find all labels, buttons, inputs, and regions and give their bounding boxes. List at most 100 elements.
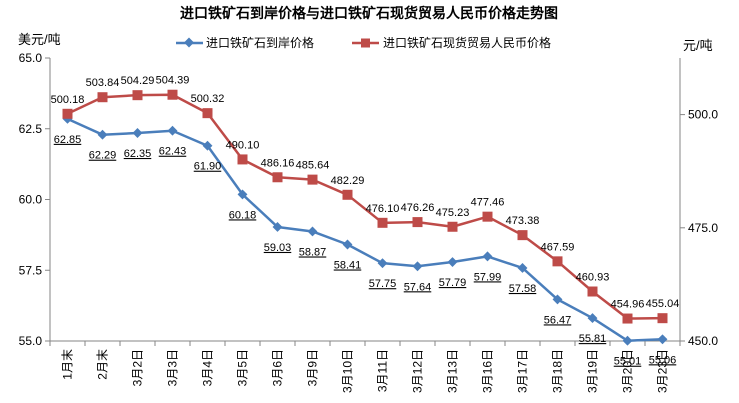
x-axis-ticks: 1月末 2月末 3月2日 3月3日 3月4日 3月5日 3月6日 3月9日 3月10日 3月11日…: [49, 341, 681, 393]
data-label-cif: 59.03: [264, 242, 292, 254]
data-label-cif: 57.58: [509, 283, 537, 295]
left-tick-label: 65.0: [19, 51, 43, 65]
data-label-rmb: 473.38: [506, 215, 540, 227]
x-tick-label: 3月6日: [271, 349, 285, 386]
x-tick-label: 3月13日: [446, 349, 460, 393]
data-label-rmb: 467.59: [541, 241, 575, 253]
x-tick-label: 3月18日: [551, 349, 565, 393]
data-point-rmb: [237, 154, 248, 165]
data-label-cif: 62.35: [124, 148, 152, 160]
data-point-rmb: [622, 313, 633, 324]
x-tick-label: 3月9日: [306, 349, 320, 386]
left-tick-label: 57.5: [19, 263, 43, 277]
x-tick-label: 3月11日: [376, 349, 390, 392]
data-label-rmb: 500.18: [51, 94, 85, 106]
data-label-rmb: 476.10: [366, 203, 400, 215]
data-point-cif: [97, 129, 108, 140]
data-point-cif: [202, 140, 213, 151]
data-point-rmb: [552, 256, 563, 267]
data-label-cif: 57.75: [369, 278, 397, 290]
legend-label-cif: 进口铁矿石到岸价格: [206, 35, 314, 50]
x-tick-label: 1月末: [61, 349, 75, 380]
data-point-cif: [517, 263, 528, 273]
data-label-rmb: 460.93: [576, 272, 610, 284]
data-labels: 62.85 62.29 62.35 62.43 61.90 60.18 59.03 58.87…: [51, 75, 680, 368]
data-point-cif: [342, 239, 353, 250]
series-line-0: [66, 117, 663, 342]
data-label-cif: 55.06: [649, 354, 677, 366]
series-line-1: [66, 93, 663, 320]
data-point-rmb: [97, 92, 108, 103]
data-point-rmb: [342, 189, 353, 200]
data-point-cif: [412, 261, 423, 272]
data-point-cif: [307, 226, 318, 237]
data-label-cif: 62.85: [54, 134, 82, 146]
data-label-rmb: 504.39: [156, 75, 190, 87]
x-tick-label: 3月19日: [586, 349, 600, 393]
data-point-cif: [132, 128, 143, 138]
legend: 进口铁矿石到岸价格 进口铁矿石现货贸易人民币价格: [176, 35, 551, 50]
x-tick-label: 3月10日: [341, 349, 355, 393]
legend-item-rmb-price: 进口铁矿石现货贸易人民币价格: [352, 35, 551, 50]
data-point-rmb: [447, 221, 458, 232]
data-point-cif: [482, 251, 493, 262]
data-point-rmb: [412, 217, 423, 228]
data-point-cif: [552, 294, 563, 305]
x-tick-label: 3月23日: [656, 349, 670, 393]
left-tick-label: 60.0: [19, 193, 43, 207]
x-tick-label: 2月末: [96, 349, 110, 380]
data-point-cif: [237, 189, 248, 200]
data-label-cif: 56.47: [544, 314, 572, 326]
data-label-rmb: 503.84: [86, 77, 120, 89]
data-point-rmb: [657, 313, 668, 324]
data-label-rmb: 486.16: [261, 157, 295, 169]
right-tick-label: 500.0: [688, 108, 718, 122]
right-axis-unit: 元/吨: [683, 38, 713, 53]
data-point-rmb: [587, 286, 598, 297]
x-tick-label: 3月5日: [236, 349, 250, 386]
data-point-rmb: [272, 172, 283, 183]
data-point-rmb: [377, 217, 388, 228]
left-tick-label: 55.0: [19, 334, 43, 348]
data-label-rmb: 454.96: [611, 299, 645, 311]
data-point-cif: [657, 334, 668, 345]
data-point-cif: [377, 258, 388, 269]
left-tick-label: 62.5: [19, 122, 43, 136]
left-axis-ticks: 55.0 57.5 60.0 62.5 65.0: [19, 51, 50, 348]
data-label-cif: 60.18: [229, 209, 257, 221]
data-label-cif: 58.41: [334, 259, 362, 271]
chart-title: 进口铁矿石到岸价格与进口铁矿石现货贸易人民币价格走势图: [180, 5, 558, 21]
data-point-rmb: [517, 230, 528, 241]
data-label-cif: 62.29: [89, 150, 117, 162]
data-point-rmb: [482, 211, 493, 222]
legend-marker-rmb: [361, 38, 370, 48]
series-layer: [62, 89, 668, 346]
data-point-cif: [587, 313, 598, 324]
data-point-cif: [167, 125, 178, 136]
data-label-cif: 57.79: [439, 277, 467, 289]
data-label-rmb: 485.64: [296, 160, 330, 172]
data-label-cif: 57.99: [474, 271, 502, 283]
data-point-rmb: [62, 108, 73, 119]
x-tick-label: 3月4日: [201, 349, 215, 386]
right-axis-ticks: 450.0 475.0 500.0: [680, 108, 718, 348]
right-tick-label: 475.0: [688, 221, 718, 235]
legend-item-cif-price: 进口铁矿石到岸价格: [176, 35, 314, 50]
legend-label-rmb: 进口铁矿石现货贸易人民币价格: [383, 35, 551, 50]
data-label-cif: 55.81: [579, 333, 607, 345]
data-label-cif: 55.01: [614, 356, 642, 368]
data-point-cif: [272, 222, 283, 232]
data-label-cif: 58.87: [299, 246, 327, 258]
data-label-rmb: 490.10: [226, 139, 260, 151]
data-label-rmb: 500.32: [191, 93, 225, 105]
data-point-rmb: [167, 89, 178, 100]
data-point-cif: [447, 257, 458, 267]
x-tick-label: 3月17日: [516, 349, 530, 393]
data-point-rmb: [307, 174, 318, 185]
left-axis-unit: 美元/吨: [18, 32, 61, 47]
x-tick-label: 3月16日: [481, 349, 495, 393]
x-tick-label: 3月2日: [131, 349, 145, 386]
data-label-rmb: 477.46: [471, 197, 505, 209]
data-label-rmb: 475.23: [436, 207, 470, 219]
